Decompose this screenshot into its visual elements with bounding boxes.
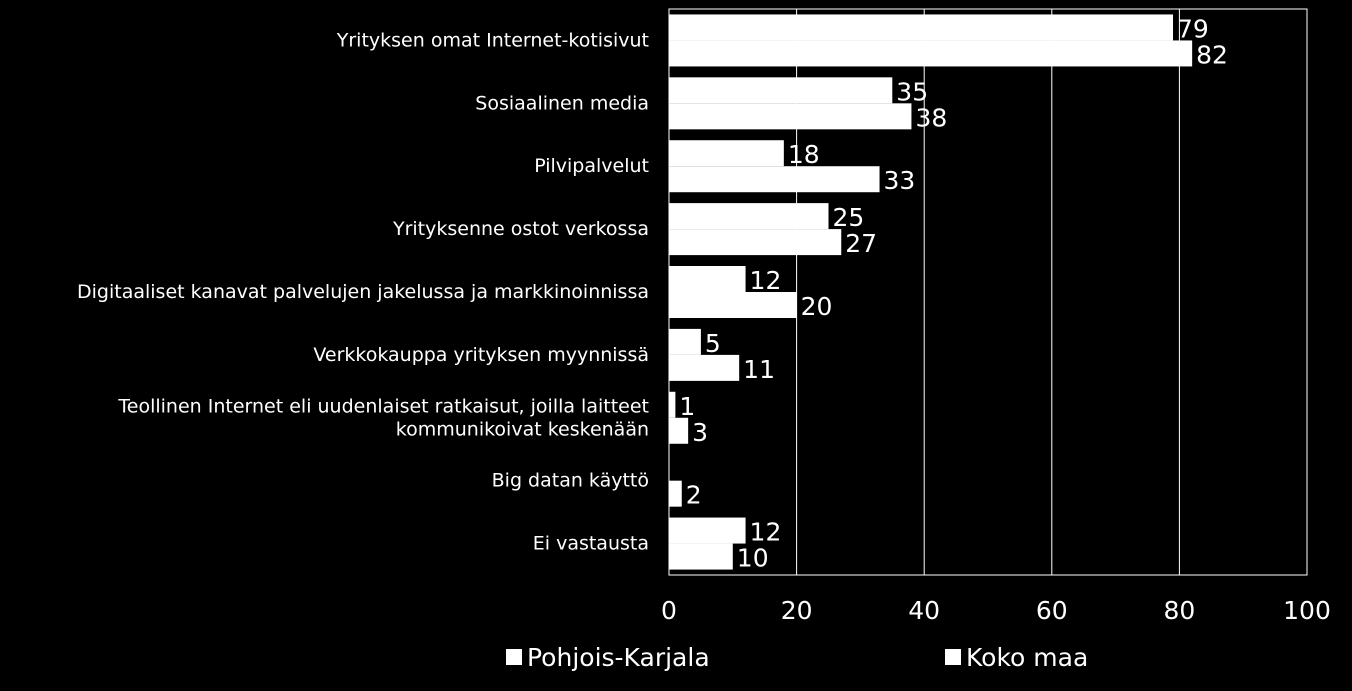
bar-pohjois-karjala [669,328,701,355]
category-label: Yrityksen omat Internet-kotisivut [336,29,649,51]
data-label: 82 [1196,40,1228,69]
x-tick-label: 60 [1036,596,1068,625]
data-label: 20 [801,292,833,321]
x-tick-label: 0 [661,596,677,625]
bar-pohjois-karjala [669,391,676,418]
data-label: 25 [833,203,865,232]
data-label: 2 [686,481,702,510]
category-label: Digitaaliset kanavat palvelujen jakeluss… [77,281,649,303]
bar-koko-maa [669,292,797,318]
category-label: Verkkokauppa yrityksen myynnissä [313,344,649,366]
data-label: 33 [884,166,916,195]
x-tick-label: 100 [1283,596,1331,625]
data-label: 18 [788,140,820,169]
data-label: 1 [679,392,695,421]
x-tick-label: 20 [781,596,813,625]
legend-label: Koko maa [966,643,1088,672]
category-label: Big datan käyttö [492,470,649,492]
data-label: 12 [750,518,782,547]
data-label: 3 [692,418,708,447]
x-tick-label: 40 [908,596,940,625]
category-label: Ei vastausta [533,533,649,555]
data-label: 27 [845,229,877,258]
category-label: kommunikoivat keskenään [396,418,649,440]
bar-koko-maa [669,166,880,193]
bar-koko-maa [669,480,682,507]
data-label: 12 [750,266,782,295]
bar-pohjois-karjala [669,140,784,167]
data-label: 11 [743,355,775,384]
bar-koko-maa [669,40,1193,67]
bar-koko-maa [669,229,842,256]
bar-pohjois-karjala [669,77,893,104]
x-tick-label: 80 [1163,596,1195,625]
bar-pohjois-karjala [669,517,746,544]
data-label: 35 [896,77,928,106]
bar-koko-maa [669,354,740,381]
bar-pohjois-karjala [669,266,746,292]
bar-koko-maa [669,103,912,130]
category-label: Sosiaalinen media [475,92,649,114]
bar-pohjois-karjala [669,203,829,230]
bar-koko-maa [669,417,689,444]
category-label: Teollinen Internet eli uudenlaiset ratka… [117,395,649,417]
bar-pohjois-karjala [669,14,1174,41]
data-label: 5 [705,329,721,358]
data-label: 10 [737,544,769,573]
data-label: 79 [1177,14,1209,43]
legend-label: Pohjois-Karjala [527,643,710,672]
data-label: 38 [915,103,947,132]
legend-swatch [945,649,961,665]
bar-koko-maa [669,543,733,570]
legend-swatch [506,649,522,665]
category-label: Yrityksenne ostot verkossa [392,218,649,240]
category-label: Pilvipalvelut [534,155,649,177]
